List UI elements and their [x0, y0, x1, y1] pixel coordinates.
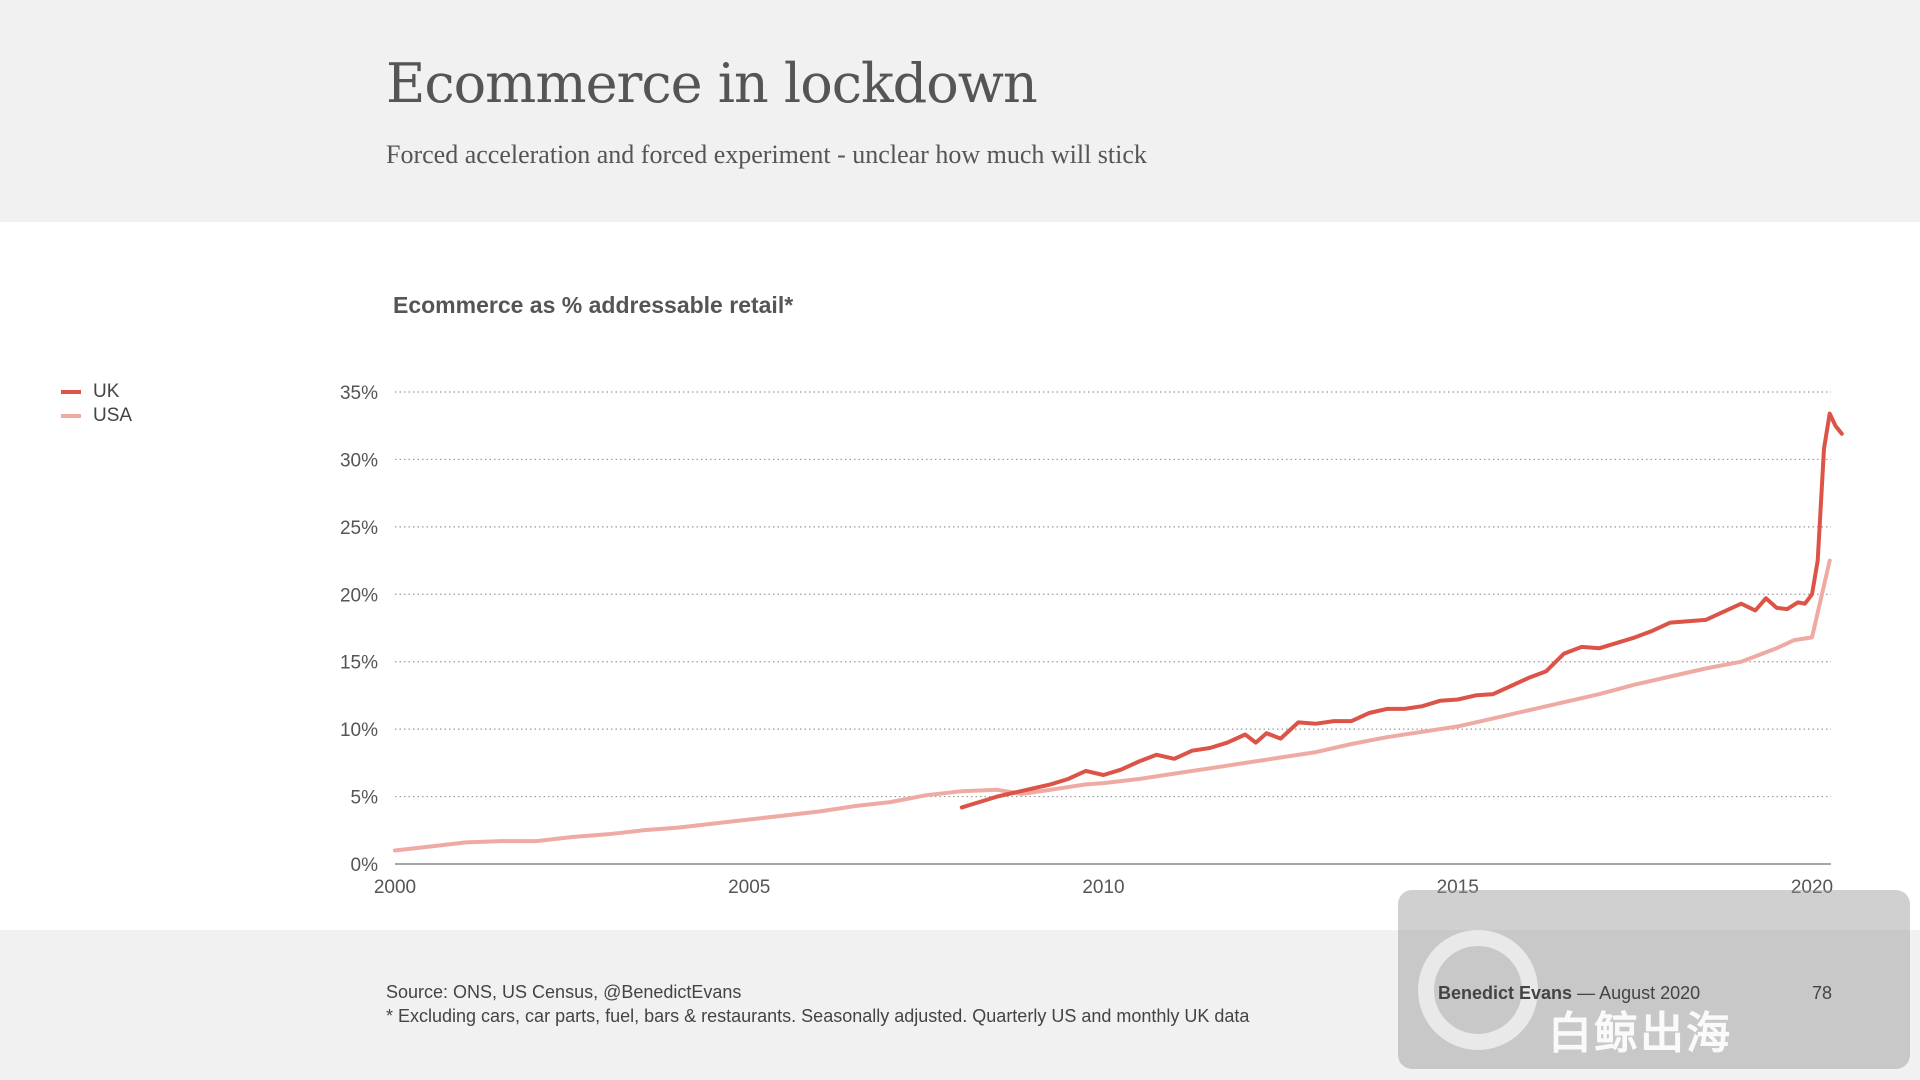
y-tick-label: 35% — [340, 383, 378, 404]
source-note: Source: ONS, US Census, @BenedictEvans *… — [386, 980, 1249, 1028]
source-text: Source: ONS, US Census, @BenedictEvans — [386, 982, 742, 1002]
y-tick-label: 20% — [340, 585, 378, 606]
watermark-logo-icon — [1418, 930, 1538, 1050]
y-tick-label: 15% — [340, 653, 378, 674]
x-tick-label: 2005 — [728, 877, 770, 898]
byline: Benedict Evans — August 2020 — [1438, 983, 1700, 1004]
watermark: 白鲸出海 — [1398, 890, 1910, 1069]
author-name: Benedict Evans — [1438, 983, 1573, 1003]
date-text: — August 2020 — [1577, 983, 1701, 1003]
legend: UK USA — [61, 380, 132, 428]
chart-title: Ecommerce as % addressable retail* — [393, 292, 794, 318]
watermark-text: 白鲸出海 — [1548, 1008, 1732, 1059]
series-line-uk — [959, 411, 1844, 810]
x-tick-label: 2000 — [374, 877, 416, 898]
legend-item-usa: USA — [61, 404, 132, 428]
footnote-text: * Excluding cars, car parts, fuel, bars … — [386, 1006, 1250, 1026]
y-tick-label: 0% — [351, 855, 379, 876]
legend-swatch-uk — [61, 390, 81, 394]
legend-label-usa: USA — [93, 405, 133, 426]
x-tick-label: 2015 — [1437, 877, 1479, 898]
legend-item-uk: UK — [61, 380, 132, 404]
y-tick-label: 5% — [351, 788, 379, 809]
y-tick-label: 30% — [340, 450, 378, 471]
series-line-usa — [393, 558, 1832, 853]
header: Ecommerce in lockdown Forced acceleratio… — [0, 0, 1920, 222]
y-tick-label: 25% — [340, 518, 378, 539]
page-number: 78 — [1812, 983, 1833, 1003]
footer — [0, 930, 1920, 1080]
x-tick-label: 2020 — [1791, 877, 1833, 898]
legend-swatch-usa — [61, 414, 81, 418]
y-tick-label: 10% — [340, 720, 378, 741]
page-subtitle: Forced acceleration and forced experimen… — [386, 140, 1147, 169]
legend-label-uk: UK — [93, 381, 120, 402]
x-tick-label: 2010 — [1082, 877, 1124, 898]
page-title: Ecommerce in lockdown — [386, 52, 1038, 115]
